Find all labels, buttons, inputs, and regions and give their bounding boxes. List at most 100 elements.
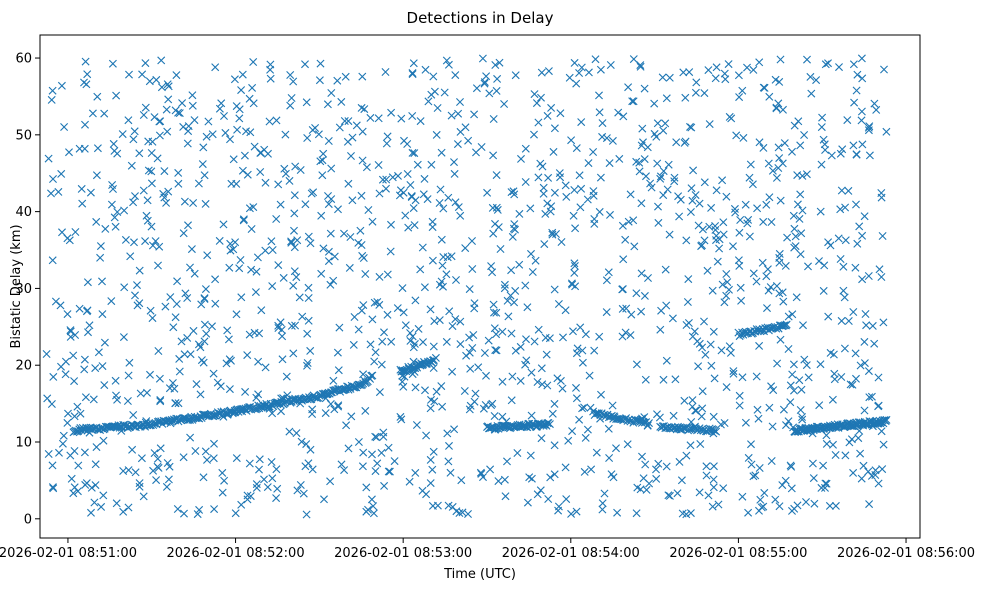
data-point-marker (635, 158, 644, 167)
data-point-marker (550, 285, 559, 294)
data-point-marker (281, 169, 290, 178)
data-point-marker (464, 510, 472, 518)
data-point-marker (409, 59, 418, 68)
data-point-marker (722, 291, 731, 300)
data-point-marker (715, 244, 724, 253)
data-point-marker (397, 415, 406, 424)
data-point-marker (80, 448, 89, 457)
data-point-marker (589, 187, 598, 196)
data-point-marker (369, 509, 378, 518)
data-point-marker (252, 483, 261, 492)
data-point-marker (398, 284, 407, 293)
data-point-marker (177, 337, 186, 346)
data-point-marker (179, 453, 188, 462)
data-point-marker (864, 367, 873, 376)
data-point-marker (80, 365, 89, 374)
data-point-marker (98, 310, 107, 319)
data-point-marker (763, 265, 772, 274)
data-point-marker (798, 171, 807, 180)
data-point-marker (491, 61, 500, 69)
data-point-marker (686, 441, 695, 450)
data-point-marker (219, 220, 228, 229)
y-tick-label: 0 (24, 512, 32, 527)
data-point-marker (243, 491, 252, 500)
data-point-marker (629, 216, 638, 225)
data-point-marker (489, 115, 498, 123)
data-point-marker (779, 105, 787, 114)
data-point-marker (268, 282, 277, 291)
data-point-marker (585, 371, 594, 380)
data-point-marker (671, 375, 680, 384)
data-point-marker (758, 258, 767, 267)
data-point-marker (781, 261, 790, 270)
data-point-marker (737, 296, 746, 305)
data-point-marker (544, 418, 553, 427)
data-point-marker (303, 329, 312, 338)
data-point-marker (67, 474, 76, 483)
data-point-marker (837, 373, 846, 381)
data-point-marker (156, 396, 165, 404)
data-point-marker (455, 509, 464, 517)
data-point-marker (107, 200, 116, 209)
data-point-marker (143, 196, 152, 205)
data-point-marker (255, 329, 264, 338)
data-point-marker (451, 198, 460, 207)
data-point-marker (358, 72, 367, 81)
data-point-marker (75, 304, 84, 313)
data-point-marker (47, 400, 56, 408)
data-point-marker (141, 237, 150, 246)
data-point-marker (739, 133, 748, 142)
data-point-marker (858, 140, 867, 149)
data-point-marker (858, 74, 867, 83)
data-point-marker (782, 421, 790, 430)
data-point-marker (530, 337, 539, 346)
data-point-marker (788, 310, 797, 319)
data-point-marker (698, 404, 707, 413)
data-point-marker (621, 328, 630, 337)
data-point-marker (580, 467, 589, 476)
data-point-marker (598, 505, 607, 514)
data-point-marker (698, 387, 707, 396)
data-point-marker (644, 274, 652, 282)
data-point-marker (184, 122, 193, 131)
data-point-marker (323, 100, 332, 109)
data-point-marker (359, 448, 368, 457)
data-point-marker (828, 395, 837, 404)
data-point-marker (354, 380, 363, 389)
data-point-marker (812, 76, 821, 85)
data-point-marker (121, 235, 130, 244)
data-point-marker (791, 232, 800, 241)
data-point-marker (371, 348, 380, 357)
data-point-marker (550, 188, 559, 197)
data-point-marker (427, 90, 436, 99)
data-point-marker (48, 86, 57, 95)
data-point-marker (821, 483, 829, 492)
data-point-marker (150, 113, 159, 122)
data-point-marker (685, 68, 694, 77)
data-point-marker (701, 350, 710, 359)
data-point-marker (220, 112, 228, 120)
data-point-marker (461, 244, 470, 253)
data-point-marker (723, 278, 732, 287)
data-point-marker (361, 270, 370, 278)
data-point-marker (346, 233, 355, 241)
data-point-marker (851, 263, 860, 272)
data-point-marker (843, 116, 852, 125)
data-point-marker (397, 114, 406, 123)
data-point-marker (870, 99, 879, 108)
data-point-marker (162, 105, 171, 114)
data-point-marker (250, 142, 259, 151)
data-point-marker (197, 300, 206, 309)
data-point-marker (292, 273, 301, 282)
data-point-marker (69, 489, 78, 498)
data-point-marker (183, 294, 192, 302)
data-point-marker (624, 217, 633, 226)
data-point-marker (759, 217, 768, 226)
data-point-marker (809, 474, 818, 483)
data-point-marker (681, 93, 690, 102)
data-point-marker (405, 477, 414, 486)
data-point-marker (553, 374, 562, 383)
data-point-marker (577, 63, 586, 72)
data-point-marker (726, 348, 735, 357)
data-point-marker (416, 265, 425, 274)
